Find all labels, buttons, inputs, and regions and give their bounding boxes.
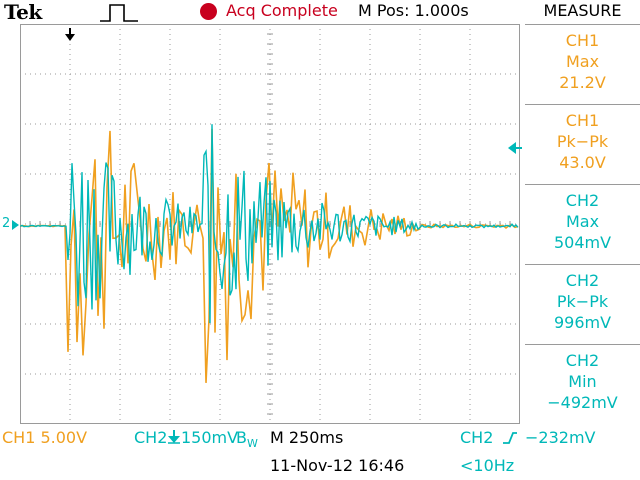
pulse-icon (100, 4, 138, 22)
trigger-level-marker-icon (508, 142, 522, 154)
measurement-type: Max (565, 52, 600, 71)
measurement-4[interactable]: CH2 Pk−Pk 996mV (525, 264, 640, 342)
measurement-channel: CH2 (565, 271, 600, 290)
ch2-ground-arrow-icon (12, 220, 19, 230)
waveform-display (20, 24, 520, 424)
measurement-1[interactable]: CH1 Max 21.2V (525, 24, 640, 102)
trigger-position-marker (65, 28, 75, 41)
timebase: M 250ms (270, 428, 344, 447)
brand-logo: Tek (4, 0, 42, 24)
measurement-2[interactable]: CH1 Pk−Pk 43.0V (525, 104, 640, 182)
measurement-channel: CH2 (565, 191, 600, 210)
trigger-level: −232mV (525, 428, 596, 447)
trigger-channel: CH2 (460, 428, 494, 447)
measurement-value: 43.0V (559, 153, 606, 172)
horizontal-position: M Pos: 1.000s (358, 1, 469, 20)
measurement-type: Pk−Pk (556, 132, 609, 151)
ch2-coupling-icon (168, 430, 180, 444)
measurement-value: 504mV (553, 233, 612, 252)
bw-sub: W (246, 437, 258, 451)
measurement-channel: CH2 (565, 351, 600, 370)
measure-menu-title[interactable]: MEASURE (543, 1, 622, 20)
measurement-channel: CH1 (565, 31, 600, 50)
acq-status-text: Acq Complete (226, 1, 338, 20)
ch1-scale: CH1 5.00V (2, 428, 88, 447)
measurement-type: Pk−Pk (556, 292, 609, 311)
measurement-type: Max (565, 212, 600, 231)
measurement-value: −492mV (547, 393, 618, 412)
measurement-value: 21.2V (559, 73, 606, 92)
date-time: 11-Nov-12 16:46 (270, 456, 405, 475)
ch2-wave-trace (20, 124, 519, 324)
bandwidth-limit-mark: BW (236, 428, 258, 450)
bw-mark: B (236, 428, 247, 447)
measurement-channel: CH1 (565, 111, 600, 130)
measurement-3[interactable]: CH2 Max 504mV (525, 184, 640, 262)
rising-edge-icon (503, 432, 517, 444)
ch2-waveform (20, 124, 519, 324)
ch2-scale-label: CH2 (134, 428, 168, 447)
ch2-ground-marker: 2 (2, 216, 11, 231)
measurement-5[interactable]: CH2 Min −492mV (525, 344, 640, 424)
trigger-frequency: <10Hz (460, 456, 515, 475)
acq-status-indicator (200, 3, 217, 20)
measurement-value: 996mV (553, 313, 612, 332)
measurement-type: Min (568, 372, 597, 391)
ch2-scale-value: 150mV (181, 428, 239, 447)
